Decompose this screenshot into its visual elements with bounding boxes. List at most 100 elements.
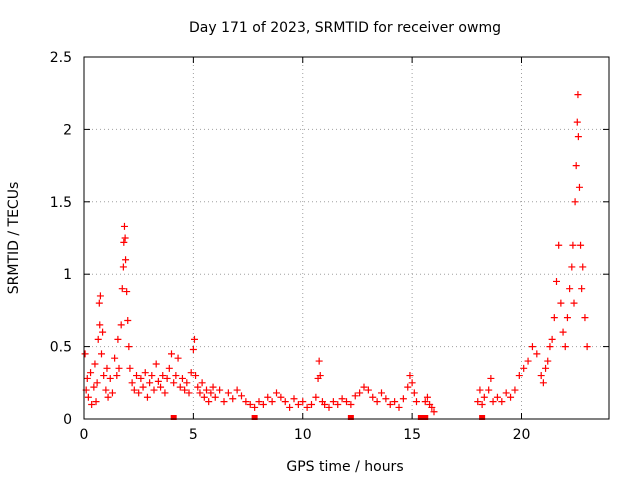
data-point	[474, 398, 482, 406]
data-point	[154, 377, 162, 385]
data-point	[148, 372, 156, 380]
data-point	[141, 369, 149, 377]
data-point	[404, 383, 412, 391]
zero-markers	[170, 415, 486, 420]
zero-marker	[170, 415, 177, 420]
data-point	[476, 386, 484, 394]
data-point	[83, 374, 91, 382]
data-point	[168, 350, 175, 358]
data-point	[480, 393, 488, 401]
data-point	[498, 398, 506, 406]
x-tick-label: 10	[294, 427, 312, 443]
data-point	[539, 379, 547, 387]
data-point	[566, 285, 574, 293]
data-point	[90, 383, 98, 391]
data-point	[395, 403, 403, 411]
data-point	[143, 393, 151, 401]
data-point	[572, 162, 580, 170]
data-point	[343, 398, 350, 406]
data-point	[122, 256, 130, 264]
data-point	[159, 372, 167, 380]
data-point	[205, 398, 213, 406]
data-point	[338, 395, 346, 403]
zero-marker	[347, 415, 354, 420]
y-tick-label: 1	[63, 267, 72, 283]
data-point	[209, 383, 217, 391]
data-point	[88, 401, 96, 409]
data-point	[574, 91, 582, 99]
data-point	[183, 379, 191, 387]
data-point	[100, 372, 108, 380]
data-point	[196, 389, 204, 397]
data-point	[406, 372, 414, 380]
data-point	[128, 379, 136, 387]
data-point	[190, 335, 198, 343]
data-point	[96, 292, 104, 300]
data-point	[315, 357, 323, 365]
x-tick-label: 0	[80, 427, 89, 443]
y-tick-label: 2	[63, 122, 72, 138]
data-point	[189, 345, 197, 353]
y-tick-labels: 0 0.5 1 1.5 2 2.5	[50, 50, 72, 428]
data-point	[308, 401, 315, 409]
plot-frame	[83, 56, 610, 420]
chart-title: Day 171 of 2023, SRMTID for receiver owm…	[189, 20, 501, 36]
data-point	[360, 383, 368, 391]
data-point	[102, 386, 110, 394]
y-axis-label: SRMTID / TECUs	[6, 182, 22, 295]
data-point	[106, 374, 114, 382]
data-point	[502, 389, 510, 397]
data-point	[570, 299, 578, 307]
data-point	[423, 393, 431, 401]
data-point	[198, 379, 206, 387]
data-point	[176, 383, 184, 391]
data-point	[364, 386, 372, 394]
y-tick-label: 2.5	[50, 50, 72, 66]
data-point	[242, 398, 250, 406]
data-point	[410, 389, 418, 397]
data-point	[92, 398, 100, 406]
data-point	[485, 386, 493, 394]
data-point	[524, 357, 532, 365]
data-point	[321, 401, 329, 409]
x-tick-label: 20	[513, 427, 531, 443]
data-point	[161, 389, 169, 397]
data-point	[548, 335, 556, 343]
data-point	[181, 386, 189, 394]
data-point	[557, 299, 565, 307]
data-point	[312, 393, 320, 401]
data-point	[192, 372, 200, 380]
data-point	[178, 374, 186, 382]
data-point	[95, 299, 103, 307]
data-point	[251, 403, 259, 411]
data-point	[211, 393, 219, 401]
data-point	[187, 369, 195, 377]
data-point	[478, 401, 486, 409]
zero-marker	[422, 415, 429, 420]
data-point	[96, 321, 104, 329]
data-point	[113, 372, 121, 380]
data-point	[165, 364, 173, 372]
data-point	[569, 241, 577, 249]
data-point	[533, 350, 541, 358]
data-point	[277, 393, 285, 401]
data-point	[150, 386, 158, 394]
data-point	[216, 386, 224, 394]
data-point	[391, 398, 399, 406]
axis-ticks	[83, 56, 609, 420]
y-tick-label: 1.5	[50, 195, 72, 211]
data-point	[544, 357, 552, 365]
data-point	[126, 364, 134, 372]
data-point	[121, 234, 129, 242]
data-point	[233, 386, 241, 394]
data-point	[200, 393, 208, 401]
data-point	[577, 241, 585, 249]
data-point	[118, 285, 126, 293]
data-point	[99, 328, 107, 336]
data-point	[157, 383, 165, 391]
data-point	[325, 403, 333, 411]
data-point	[98, 350, 105, 358]
grid-lines	[84, 57, 609, 419]
data-point	[489, 398, 497, 406]
